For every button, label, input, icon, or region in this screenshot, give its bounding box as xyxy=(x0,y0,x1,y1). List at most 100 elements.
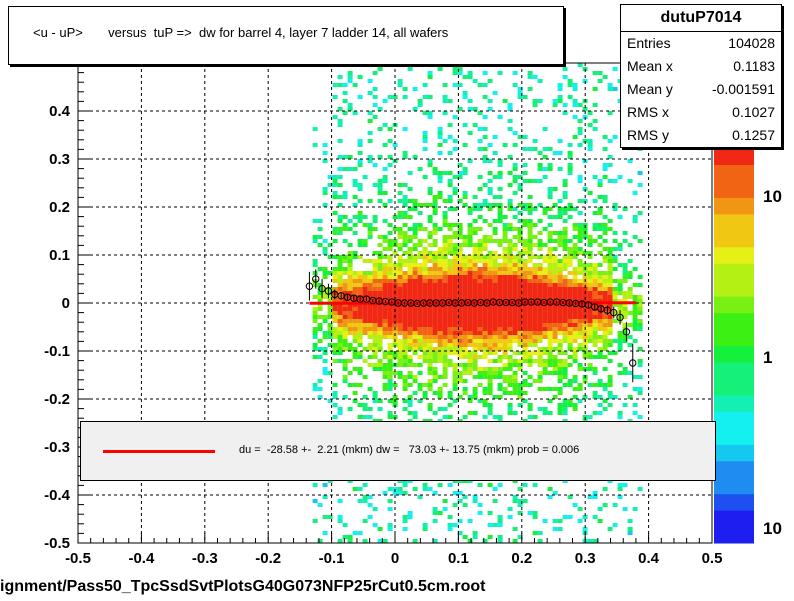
heatmap-cell xyxy=(542,175,548,179)
heatmap-cell xyxy=(362,239,368,243)
heatmap-cell xyxy=(487,263,493,267)
heatmap-cell xyxy=(352,215,358,219)
heatmap-cell xyxy=(562,103,568,107)
heatmap-cell xyxy=(492,195,498,199)
heatmap-cell xyxy=(467,99,473,103)
heatmap-cell xyxy=(417,339,423,343)
heatmap-cell xyxy=(492,307,498,311)
heatmap-cell xyxy=(377,155,383,159)
heatmap-cell xyxy=(542,167,548,171)
heatmap-cell xyxy=(512,71,518,75)
heatmap-cell xyxy=(492,231,498,235)
heatmap-cell xyxy=(567,163,573,167)
heatmap-cell xyxy=(427,291,433,295)
heatmap-cell xyxy=(527,227,533,231)
heatmap-cell xyxy=(487,203,493,207)
heatmap-cell xyxy=(552,287,558,291)
heatmap-cell xyxy=(587,143,593,147)
heatmap-cell xyxy=(577,387,583,391)
heatmap-cell xyxy=(472,359,478,363)
heatmap-cell xyxy=(612,259,618,263)
heatmap-cell xyxy=(467,355,473,359)
heatmap-cell xyxy=(567,319,573,323)
heatmap-cell xyxy=(452,63,458,67)
heatmap-cell xyxy=(377,367,383,371)
heatmap-cell xyxy=(522,331,528,335)
heatmap-cell xyxy=(407,403,413,407)
heatmap-cell xyxy=(602,355,608,359)
color-scale-segment xyxy=(714,213,754,231)
heatmap-cell xyxy=(562,211,568,215)
heatmap-cell xyxy=(532,343,538,347)
heatmap-cell xyxy=(622,303,628,307)
heatmap-cell xyxy=(382,367,388,371)
heatmap-cell xyxy=(482,415,488,419)
heatmap-cell xyxy=(437,227,443,231)
heatmap-cell xyxy=(362,407,368,411)
heatmap-cell xyxy=(337,299,343,303)
heatmap-cell xyxy=(492,267,498,271)
heatmap-cell xyxy=(342,375,348,379)
heatmap-cell xyxy=(422,131,428,135)
heatmap-cell xyxy=(432,243,438,247)
heatmap-cell xyxy=(597,411,603,415)
heatmap-cell xyxy=(542,259,548,263)
heatmap-cell xyxy=(312,319,318,323)
heatmap-cell xyxy=(447,291,453,295)
heatmap-cell xyxy=(402,279,408,283)
heatmap-cell xyxy=(457,175,463,179)
heatmap-cell xyxy=(607,339,613,343)
heatmap-cell xyxy=(342,367,348,371)
heatmap-cell xyxy=(312,347,318,351)
heatmap-cell xyxy=(412,263,418,267)
heatmap-cell xyxy=(482,95,488,99)
heatmap-cell xyxy=(382,491,388,495)
heatmap-cell xyxy=(372,391,378,395)
heatmap-cell xyxy=(487,251,493,255)
heatmap-cell xyxy=(547,411,553,415)
heatmap-cell xyxy=(482,63,488,67)
heatmap-cell xyxy=(402,291,408,295)
heatmap-cell xyxy=(622,291,628,295)
heatmap-cell xyxy=(517,235,523,239)
heatmap-cell xyxy=(637,375,643,379)
heatmap-cell xyxy=(612,179,618,183)
heatmap-cell xyxy=(447,319,453,323)
heatmap-cell xyxy=(387,351,393,355)
heatmap-cell xyxy=(332,211,338,215)
heatmap-cell xyxy=(437,151,443,155)
heatmap-cell xyxy=(602,399,608,403)
heatmap-cell xyxy=(507,283,513,287)
heatmap-cell xyxy=(452,383,458,387)
heatmap-cell xyxy=(347,279,353,283)
heatmap-cell xyxy=(562,375,568,379)
heatmap-cell xyxy=(317,379,323,383)
heatmap-cell xyxy=(572,403,578,407)
heatmap-cell xyxy=(517,259,523,263)
heatmap-cell xyxy=(362,243,368,247)
heatmap-cell xyxy=(622,483,628,487)
heatmap-cell xyxy=(487,255,493,259)
heatmap-cell xyxy=(367,271,373,275)
heatmap-cell xyxy=(607,319,613,323)
heatmap-cell xyxy=(357,199,363,203)
heatmap-cell xyxy=(402,235,408,239)
heatmap-cell xyxy=(347,307,353,311)
heatmap-cell xyxy=(517,511,523,515)
heatmap-cell xyxy=(427,259,433,263)
heatmap-cell xyxy=(452,67,458,71)
heatmap-cell xyxy=(532,359,538,363)
heatmap-cell xyxy=(572,351,578,355)
heatmap-cell xyxy=(527,327,533,331)
heatmap-cell xyxy=(427,343,433,347)
heatmap-cell xyxy=(507,275,513,279)
heatmap-cell xyxy=(622,403,628,407)
heatmap-cell xyxy=(567,343,573,347)
heatmap-cell xyxy=(507,343,513,347)
heatmap-cell xyxy=(527,207,533,211)
heatmap-cell xyxy=(472,323,478,327)
heatmap-cell xyxy=(447,63,453,67)
heatmap-cell xyxy=(637,391,643,395)
heatmap-cell xyxy=(362,539,368,543)
heatmap-cell xyxy=(607,391,613,395)
